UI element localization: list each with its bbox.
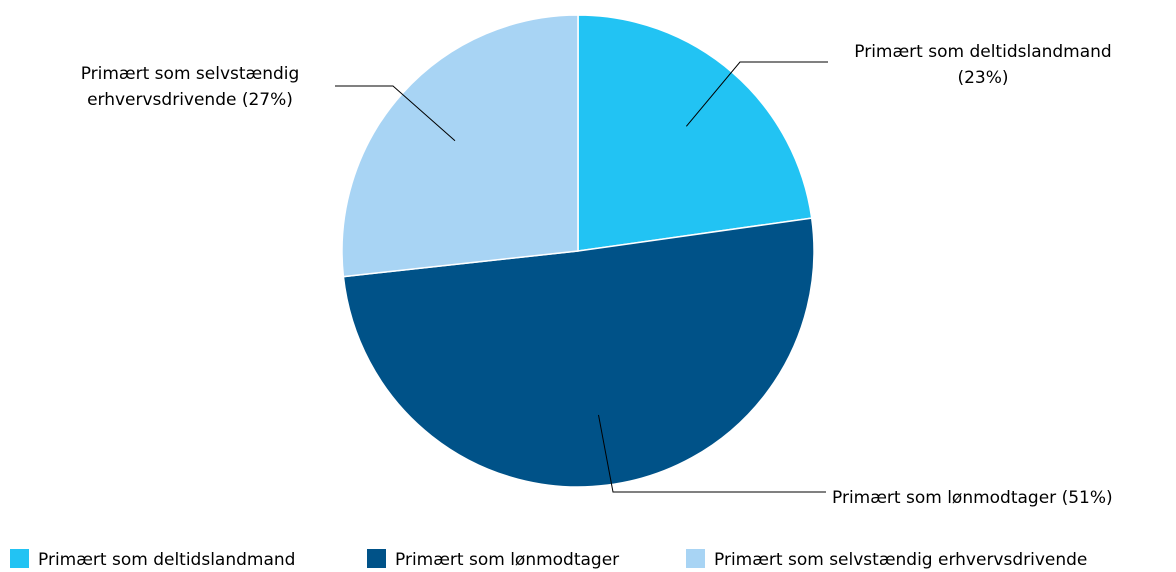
pie-slice <box>577 14 813 252</box>
leader-line <box>598 414 826 493</box>
legend-label: Primært som selvstændig erhvervsdrivende <box>714 550 1087 570</box>
legend-swatch <box>686 549 705 568</box>
data-label: erhvervsdrivende (27%) <box>87 90 293 110</box>
pie-slice <box>341 14 579 278</box>
data-label: (23%) <box>957 68 1008 88</box>
legend-label: Primært som deltidslandmand <box>38 550 295 570</box>
data-label: Primært som selvstændig <box>81 64 300 84</box>
data-label: Primært som lønmodtager (51%) <box>832 488 1113 508</box>
data-label: Primært som deltidslandmand <box>854 42 1111 62</box>
leader-line <box>335 85 456 142</box>
legend-swatch <box>10 549 29 568</box>
legend-swatch <box>367 549 386 568</box>
leader-line <box>685 61 828 127</box>
pie-slice <box>342 217 815 488</box>
legend-label: Primært som lønmodtager <box>395 550 619 570</box>
